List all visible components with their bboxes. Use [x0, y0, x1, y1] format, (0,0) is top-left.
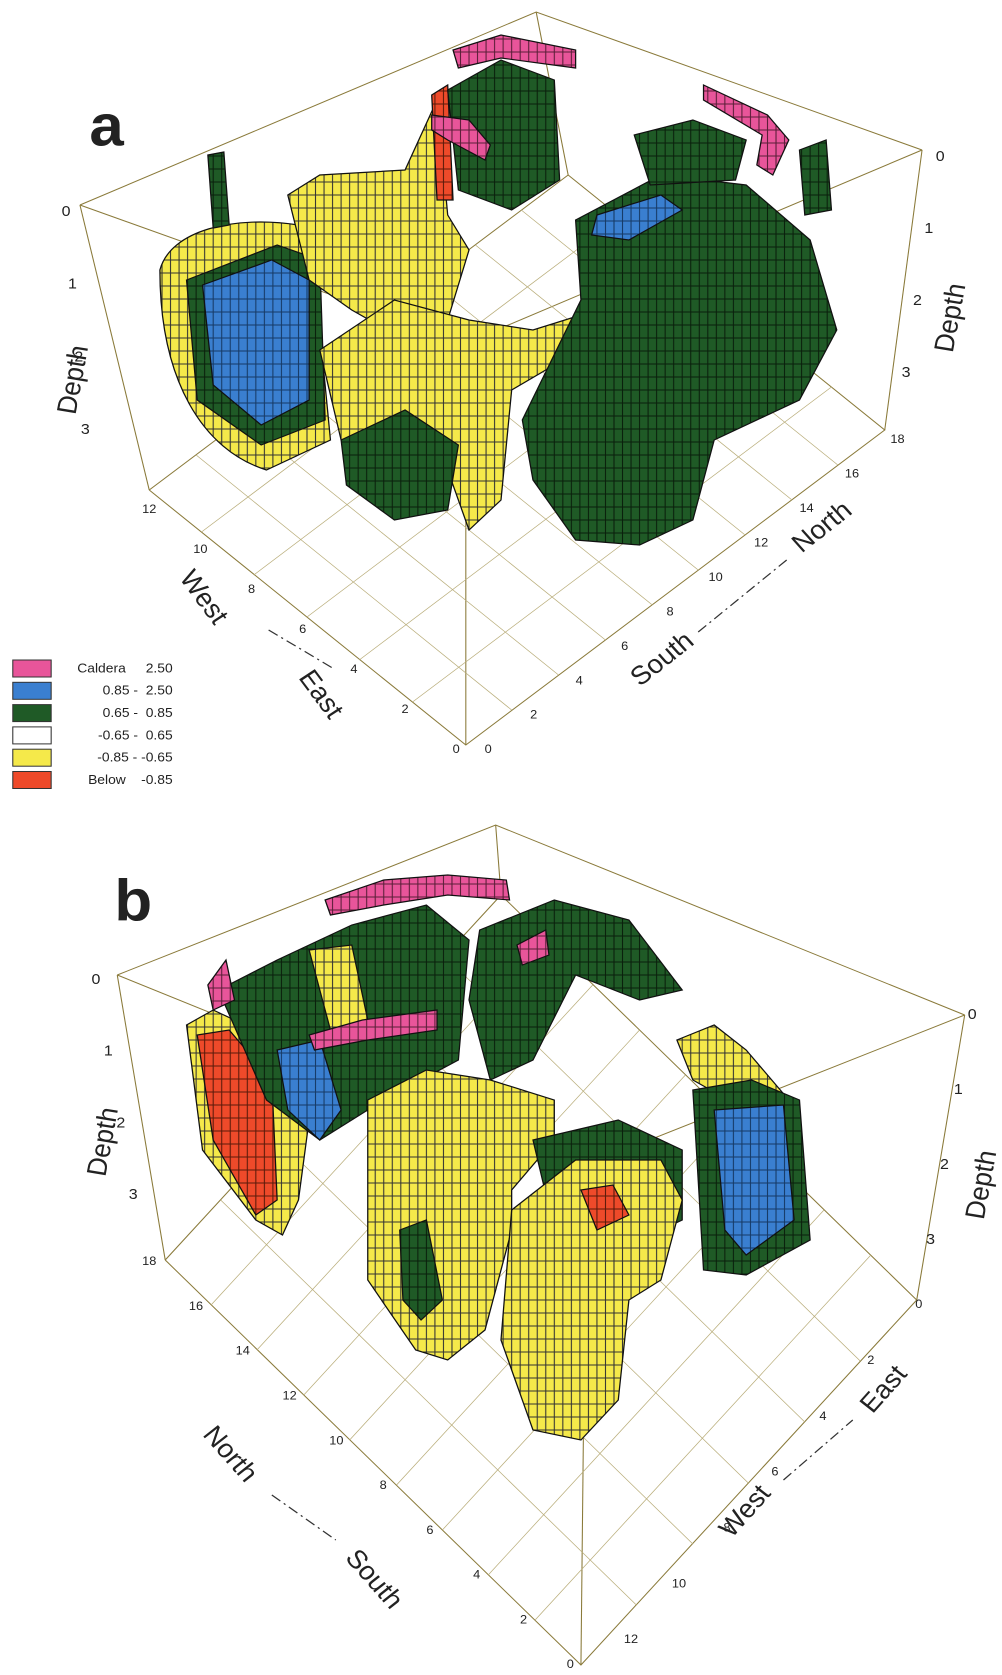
tick-label: 6 — [621, 639, 628, 653]
tick-label: 2 — [867, 1353, 874, 1367]
tick-label: 2 — [402, 703, 409, 717]
tick-label: 2 — [940, 1156, 949, 1172]
axis-title: Depth — [928, 281, 971, 354]
tick-label: 6 — [771, 1465, 778, 1479]
tick-label: 1 — [68, 276, 77, 292]
legend-range: 0.85 - 2.50 — [103, 683, 173, 698]
legend-swatch — [13, 749, 51, 766]
tick-label: 3 — [129, 1186, 138, 1202]
voxel-body — [522, 175, 836, 545]
panel-label: a — [89, 93, 124, 158]
panel-b-voxels — [187, 875, 811, 1440]
voxel-body — [453, 35, 576, 68]
tick-label: 16 — [845, 467, 859, 481]
tick-label: 12 — [282, 1389, 296, 1403]
tick-label: 0 — [485, 743, 492, 757]
tick-label: 2 — [116, 1115, 125, 1131]
tick-label: 0 — [453, 743, 460, 757]
axis-title: East — [293, 664, 350, 724]
tick-label: 4 — [473, 1568, 480, 1582]
tick-label: 0 — [915, 1298, 922, 1312]
tick-label: 3 — [902, 364, 911, 380]
legend-range: 0.65 - 0.85 — [103, 705, 173, 720]
axis-title: Depth — [959, 1148, 1002, 1221]
tick-label: 0 — [567, 1658, 574, 1672]
tick-label: 8 — [667, 605, 674, 619]
tick-label: 2 — [520, 1613, 527, 1627]
axis-title: Depth — [51, 343, 94, 416]
legend-range: -0.65 - 0.65 — [98, 728, 173, 743]
legend-label: Below — [88, 772, 126, 787]
legend: Caldera 2.50 0.85 - 2.50 0.65 - 0.85 -0.65 -… — [13, 660, 173, 789]
tick-label: 4 — [350, 663, 357, 677]
voxel-body — [469, 900, 682, 1080]
tick-label: 14 — [799, 501, 813, 515]
tick-label: 12 — [624, 1633, 638, 1647]
tick-label: 12 — [754, 536, 768, 550]
box-edge — [885, 150, 922, 430]
tick-label: 3 — [81, 421, 90, 437]
page: {"panels": [ {"label": "a", "depth_title… — [0, 0, 1002, 1675]
legend-swatch — [13, 705, 51, 722]
axis-dash — [272, 1495, 336, 1540]
panel-a-voxels — [160, 35, 837, 545]
legend-range: 2.50 — [146, 661, 173, 676]
tick-label: 18 — [890, 433, 904, 447]
panel-label: b — [114, 868, 152, 933]
tick-label: 6 — [426, 1523, 433, 1537]
tick-label: 0 — [62, 203, 71, 219]
tick-label: 18 — [142, 1255, 156, 1269]
tick-label: 10 — [708, 570, 722, 584]
tick-label: 16 — [189, 1299, 203, 1313]
voxel-body — [208, 960, 235, 1010]
tick-label: 2 — [913, 292, 922, 308]
legend-swatch — [13, 682, 51, 699]
axis-title: North — [197, 1420, 264, 1487]
tick-label: 14 — [236, 1344, 250, 1358]
tick-label: 8 — [380, 1478, 387, 1492]
legend-label: Caldera — [77, 661, 126, 676]
axis-title: South — [339, 1543, 409, 1614]
tick-label: 0 — [936, 148, 945, 164]
axis-title: North — [786, 495, 858, 558]
tick-label: 2 — [74, 349, 83, 365]
tick-label: 4 — [576, 674, 583, 688]
voxel-body — [208, 152, 229, 228]
figure: aDepthDepth01230123024681012024681012141… — [0, 0, 1002, 1675]
voxel-body — [799, 140, 831, 215]
tick-label: 10 — [672, 1577, 686, 1591]
tick-label: 0 — [91, 971, 100, 987]
tick-label: 6 — [299, 623, 306, 637]
tick-label: 2 — [530, 708, 537, 722]
legend-range: -0.85 — [141, 772, 173, 787]
axis-title: West — [174, 565, 236, 630]
tick-label: 4 — [819, 1409, 826, 1423]
tick-label: 0 — [968, 1006, 977, 1022]
legend-swatch — [13, 772, 51, 789]
legend-swatch — [13, 727, 51, 744]
tick-label: 3 — [926, 1231, 935, 1247]
tick-label: 12 — [142, 503, 156, 517]
tick-label: 1 — [924, 220, 933, 236]
tick-label: 8 — [248, 583, 255, 597]
legend-swatch — [13, 660, 51, 677]
voxel-body — [634, 120, 746, 185]
tick-label: 10 — [329, 1434, 343, 1448]
tick-label: 1 — [954, 1081, 963, 1097]
legend-range: -0.85 - -0.65 — [97, 750, 172, 765]
tick-label: 10 — [193, 543, 207, 557]
axis-title: East — [854, 1359, 914, 1418]
axis-title: South — [624, 626, 699, 692]
tick-label: 1 — [104, 1043, 113, 1059]
axis-dash — [783, 1420, 852, 1480]
